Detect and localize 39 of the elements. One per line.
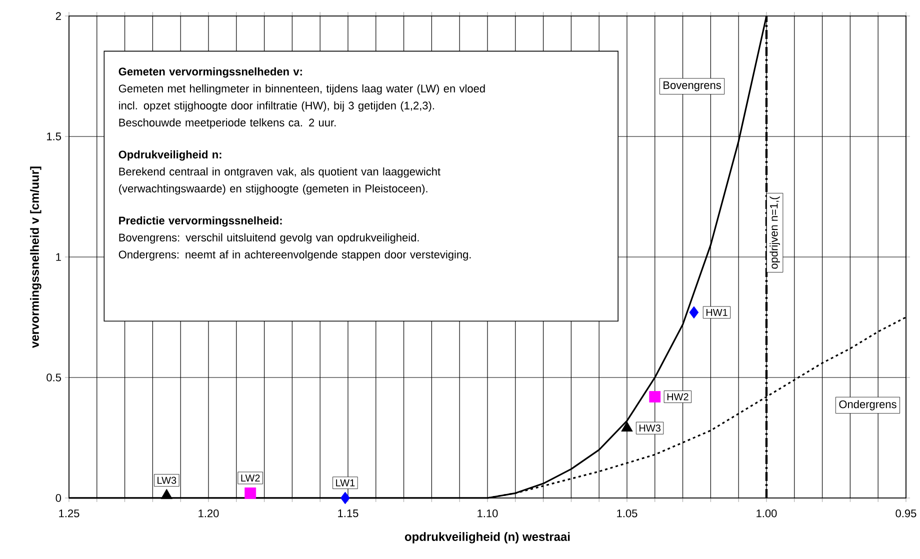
text: Bovengrens bbox=[664, 81, 721, 92]
x-tick-label: 0.95 bbox=[896, 510, 916, 518]
x-tick-label: 1.00 bbox=[756, 510, 777, 518]
y-tick-label: 2 bbox=[56, 12, 61, 20]
annotation: Gemeten met hellingmeter in binnenteen, tijdens laag water (LW) en vloed bbox=[118, 84, 485, 95]
point bbox=[160, 488, 172, 500]
data-label: HW1 bbox=[706, 308, 728, 316]
x-axis-title: opdrukveiligheid (n) westraai bbox=[404, 532, 570, 544]
y-axis-title: vervormingssnelheid v [cm/uur] bbox=[30, 166, 42, 348]
data-label: LW3 bbox=[158, 476, 176, 484]
data-label: HW2 bbox=[667, 393, 688, 400]
annotation: Ondergrens: neemt af in achtereenvolgende stappen door versteviging. bbox=[118, 250, 471, 261]
annotation: Bovengrens: verschil uitsluitend gevolg van opdrukveiligheid. bbox=[119, 233, 419, 244]
data-label: LW2 bbox=[241, 474, 260, 482]
y-tick-label: 0.5 bbox=[46, 374, 62, 382]
annotation: Berekend centraal in ontgraven vak, als quotient van laaggewicht bbox=[119, 167, 440, 178]
annotation: Opdrukveiligheid n: bbox=[118, 150, 222, 161]
data-label: LW1 bbox=[336, 479, 355, 486]
x-tick-label: 1.20 bbox=[198, 510, 219, 518]
point bbox=[340, 492, 350, 504]
y-tick-label: 1.5 bbox=[47, 132, 62, 140]
ref-line-label: opdrijven n=1,( bbox=[770, 196, 780, 269]
point bbox=[689, 306, 699, 319]
point bbox=[621, 421, 633, 432]
x-tick-label: 1.10 bbox=[478, 510, 498, 518]
x-tick-label: 1.25 bbox=[59, 510, 80, 518]
data-label: HW3 bbox=[640, 424, 660, 432]
text: Ondergrens bbox=[839, 400, 896, 410]
point bbox=[244, 487, 256, 499]
annotation: (verwachtingswaarde) en stijghoogte (gemeten in Pleistoceen). bbox=[119, 184, 428, 195]
point bbox=[649, 391, 661, 402]
annotation: incl. opzet stijghoogte door infiltratie (HW), bij 3 getijden (1,2,3). bbox=[119, 101, 434, 112]
annotation: Predictie vervormingssnelheid: bbox=[119, 216, 282, 227]
x-tick-label: 1.05 bbox=[617, 510, 638, 518]
y-tick-label: 1 bbox=[56, 253, 61, 261]
y-tick-label: 0 bbox=[56, 494, 62, 502]
annotation: Gemeten vervormingssnelheden v: bbox=[118, 67, 302, 78]
annotation: Beschouwde meetperiode telkens ca. 2 uur. bbox=[119, 118, 336, 129]
x-tick-label: 1.15 bbox=[338, 510, 358, 518]
